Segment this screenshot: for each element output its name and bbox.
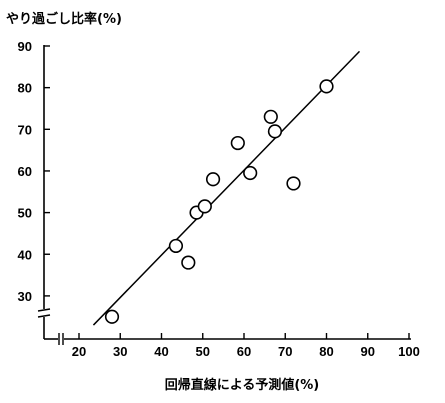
y-tick-label: 60 xyxy=(18,164,32,179)
y-tick-label: 50 xyxy=(18,206,32,221)
y-tick-label: 70 xyxy=(18,122,32,137)
data-point xyxy=(168,238,184,254)
regression-line xyxy=(92,50,361,326)
data-point xyxy=(230,135,245,151)
y-tick-label: 90 xyxy=(18,39,32,54)
x-tick-label: 20 xyxy=(72,344,86,359)
y-axis-break-mark xyxy=(37,308,51,312)
x-tick-label: 70 xyxy=(278,344,292,359)
y-tick-label: 30 xyxy=(18,289,32,304)
x-tick-label: 40 xyxy=(154,344,168,359)
y-axis-title: やり過ごし比率(%) xyxy=(6,11,122,27)
data-point xyxy=(319,79,334,94)
x-tick-label: 60 xyxy=(237,344,251,359)
x-tick-label: 100 xyxy=(398,344,420,359)
data-point xyxy=(243,165,258,181)
data-point xyxy=(263,109,278,124)
y-tick-label: 40 xyxy=(18,247,32,262)
y-tick-label: 80 xyxy=(18,81,32,96)
y-axis-ticks: 30 40 50 60 70 80 90 xyxy=(18,39,50,304)
data-point xyxy=(286,176,301,191)
x-tick-label: 50 xyxy=(196,344,210,359)
data-point xyxy=(181,255,196,270)
data-points xyxy=(104,79,334,324)
regression-line-group xyxy=(92,50,361,326)
data-point xyxy=(205,172,221,187)
data-point xyxy=(104,309,120,324)
x-tick-label: 80 xyxy=(319,344,333,359)
x-tick-label: 90 xyxy=(361,344,375,359)
x-axis-title: 回帰直線による予測値(%) xyxy=(165,377,320,393)
data-point xyxy=(267,124,283,139)
x-tick-label: 30 xyxy=(113,344,127,359)
x-axis-ticks: 20 30 40 50 60 70 80 90 100 xyxy=(72,333,420,359)
data-point xyxy=(197,199,212,214)
axes xyxy=(37,45,411,345)
y-axis-break-mark xyxy=(37,314,51,318)
